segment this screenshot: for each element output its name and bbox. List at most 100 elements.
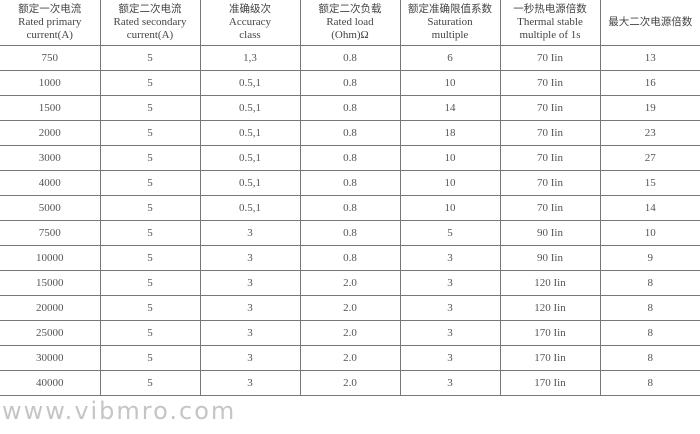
- table-cell: 23: [599, 120, 700, 146]
- table-cell: 8: [599, 345, 700, 371]
- table-cell: 0.5,1: [199, 170, 301, 196]
- table-cell: 2.0: [299, 295, 401, 321]
- table-cell: 19: [599, 95, 700, 121]
- table-cell: 70 Iin: [499, 120, 601, 146]
- table-cell: 3: [399, 370, 501, 396]
- table-cell: 5: [99, 120, 201, 146]
- table-row: 30000 5 3 2.0 3 170 Iin 8: [0, 345, 700, 371]
- table-cell: 9: [599, 245, 700, 271]
- table-cell: 5: [99, 270, 201, 296]
- table-row: 2000 5 0.5,1 0.8 18 70 Iin 23: [0, 120, 700, 146]
- table-cell: 20000: [0, 295, 101, 321]
- table-cell: 3: [199, 295, 301, 321]
- table-cell: 3: [399, 295, 501, 321]
- header-en2: current(A): [26, 29, 73, 41]
- table-cell: 3: [199, 220, 301, 246]
- column-header: 额定准确限值系数 Saturation multiple: [399, 0, 501, 46]
- table-cell: 10000: [0, 245, 101, 271]
- table-cell: 7500: [0, 220, 101, 246]
- table-cell: 10: [599, 220, 700, 246]
- header-en2: multiple: [431, 29, 469, 41]
- table-cell: 6: [399, 45, 501, 71]
- table-cell: 0.5,1: [199, 95, 301, 121]
- column-header: 准确级次 Accuracy class: [199, 0, 301, 46]
- table-cell: 3: [399, 320, 501, 346]
- table-row: 750 5 1,3 0.8 6 70 Iin 13: [0, 45, 700, 71]
- table-cell: 8: [599, 370, 700, 396]
- table-cell: 0.8: [299, 170, 401, 196]
- header-en2: multiple of 1s: [519, 29, 581, 41]
- table-cell: 0.8: [299, 70, 401, 96]
- table-cell: 15000: [0, 270, 101, 296]
- table-cell: 25000: [0, 320, 101, 346]
- header-row: 额定一次电流 Rated primary current(A) 额定二次电流 Rated…: [0, 0, 700, 46]
- table-cell: 3: [399, 245, 501, 271]
- table-row: 7500 5 3 0.8 5 90 Iin 10: [0, 220, 700, 246]
- table-cell: 10: [399, 145, 501, 171]
- table-cell: 70 Iin: [499, 95, 601, 121]
- table-cell: 5000: [0, 195, 101, 221]
- column-header: 额定一次电流 Rated primary current(A): [0, 0, 101, 46]
- table-cell: 5: [99, 295, 201, 321]
- table-cell: 120 Iin: [499, 295, 601, 321]
- header-en1: Rated primary: [18, 16, 82, 28]
- table-cell: 10: [399, 195, 501, 221]
- table-cell: 0.8: [299, 95, 401, 121]
- table-cell: 8: [599, 270, 700, 296]
- table-cell: 5: [99, 245, 201, 271]
- table-row: 10000 5 3 0.8 3 90 Iin 9: [0, 245, 700, 271]
- table-cell: 170 Iin: [499, 345, 601, 371]
- table-cell: 30000: [0, 345, 101, 371]
- table-cell: 5: [99, 145, 201, 171]
- table-cell: 0.8: [299, 220, 401, 246]
- table-cell: 3: [199, 270, 301, 296]
- table-cell: 70 Iin: [499, 170, 601, 196]
- table-cell: 10: [399, 170, 501, 196]
- table-cell: 8: [599, 295, 700, 321]
- header-en1: Accuracy: [228, 16, 272, 28]
- header-zh: 额定准确限值系数: [408, 3, 492, 15]
- table-row: 40000 5 3 2.0 3 170 Iin 8: [0, 370, 700, 396]
- table-cell: 0.5,1: [199, 120, 301, 146]
- header-zh: 额定二次负载: [318, 3, 382, 15]
- table-cell: 5: [99, 370, 201, 396]
- table-cell: 70 Iin: [499, 145, 601, 171]
- table-cell: 5: [99, 195, 201, 221]
- table-cell: 70 Iin: [499, 195, 601, 221]
- table-row: 20000 5 3 2.0 3 120 Iin 8: [0, 295, 700, 321]
- table-cell: 18: [399, 120, 501, 146]
- header-en1: Rated secondary: [113, 16, 187, 28]
- table-cell: 0.8: [299, 195, 401, 221]
- column-header: 一秒热电源倍数 Thermal stable multiple of 1s: [499, 0, 601, 46]
- table-cell: 5: [99, 320, 201, 346]
- table-cell: 70 Iin: [499, 45, 601, 71]
- table-cell: 2.0: [299, 270, 401, 296]
- header-zh: 额定二次电流: [118, 3, 182, 15]
- table-cell: 5: [399, 220, 501, 246]
- table-cell: 3: [399, 345, 501, 371]
- header-en2: current(A): [126, 29, 174, 41]
- table-cell: 15: [599, 170, 700, 196]
- table-cell: 90 Iin: [499, 245, 601, 271]
- table-cell: 2.0: [299, 345, 401, 371]
- table-cell: 2000: [0, 120, 101, 146]
- table-cell: 0.5,1: [199, 70, 301, 96]
- specification-table: 额定一次电流 Rated primary current(A) 额定二次电流 Rated…: [0, 0, 700, 396]
- table-cell: 170 Iin: [499, 370, 601, 396]
- table-cell: 5: [99, 170, 201, 196]
- table-cell: 170 Iin: [499, 320, 601, 346]
- table-cell: 5: [99, 220, 201, 246]
- table-cell: 3000: [0, 145, 101, 171]
- table-cell: 0.8: [299, 145, 401, 171]
- table-cell: 40000: [0, 370, 101, 396]
- table-cell: 10: [399, 70, 501, 96]
- header-en2: class: [239, 29, 261, 41]
- table-cell: 14: [599, 195, 700, 221]
- table-cell: 1500: [0, 95, 101, 121]
- table-cell: 0.8: [299, 245, 401, 271]
- header-zh: 最大二次电源倍数: [608, 16, 693, 28]
- header-en2: (Ohm)Ω: [331, 29, 369, 41]
- table-row: 4000 5 0.5,1 0.8 10 70 Iin 15: [0, 170, 700, 196]
- table-cell: 5: [99, 45, 201, 71]
- table-cell: 16: [599, 70, 700, 96]
